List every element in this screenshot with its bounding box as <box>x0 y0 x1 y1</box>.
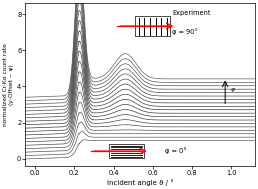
Text: Experiment: Experiment <box>172 10 211 16</box>
Text: φ = 90°: φ = 90° <box>172 28 198 35</box>
Text: φ = 0°: φ = 0° <box>165 148 187 154</box>
Bar <box>135 16 170 36</box>
X-axis label: incident angle ϑ / °: incident angle ϑ / ° <box>107 179 173 186</box>
Text: φ: φ <box>231 87 235 92</box>
Bar <box>109 144 144 158</box>
Y-axis label: normalized Cr-Kα count rate
(y-Offset ~ φ): normalized Cr-Kα count rate (y-Offset ~ … <box>3 43 14 126</box>
